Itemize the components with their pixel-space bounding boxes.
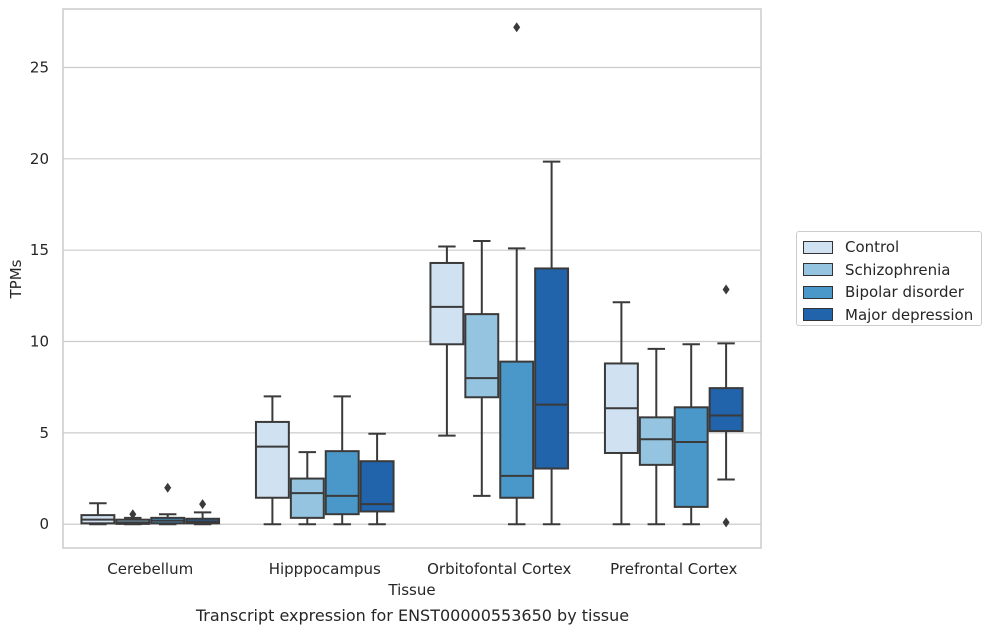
box-bipolar-disorder <box>499 22 535 526</box>
legend-label: Control <box>845 238 900 257</box>
legend-item: Major depression <box>803 304 975 327</box>
box-major-depression <box>708 284 744 528</box>
y-tick-label: 15 <box>30 241 49 259</box>
y-tick-label: 25 <box>30 58 49 76</box>
legend-swatch <box>803 285 833 299</box>
box-iqr <box>359 460 395 513</box>
box-iqr <box>464 313 500 399</box>
box-iqr <box>324 450 360 516</box>
legend-swatch <box>803 308 833 322</box>
box-series <box>80 22 744 528</box>
box-iqr <box>254 420 290 499</box>
legend-label: Schizophrenia <box>845 260 951 279</box>
legend: Control Schizophrenia Bipolar disorder Majo… <box>796 231 982 326</box>
x-tick-label: Prefrontal Cortex <box>610 560 737 578</box>
box-major-depression <box>185 499 221 526</box>
y-tick-label: 5 <box>39 424 49 442</box>
y-tick-label: 20 <box>30 150 49 168</box>
plot-frame <box>62 8 762 549</box>
box-schizophrenia <box>638 347 674 526</box>
box-schizophrenia <box>464 240 500 497</box>
outlier-point <box>199 499 207 510</box>
box-iqr <box>673 406 709 508</box>
box-control <box>429 245 465 437</box>
y-tick-labels: 0 5 10 15 20 25 <box>30 58 49 533</box>
x-tick-label: Hipppocampus <box>269 560 381 578</box>
legend-swatch <box>803 263 833 277</box>
chart-caption: Transcript expression for ENST0000055365… <box>195 606 630 625</box>
box-major-depression <box>534 160 570 526</box>
outlier-point <box>513 22 521 33</box>
box-bipolar-disorder <box>673 343 709 526</box>
box-iqr <box>499 360 535 499</box>
box-iqr <box>638 416 674 466</box>
legend-item: Schizophrenia <box>803 259 975 282</box>
outlier-point <box>722 517 730 528</box>
y-tick-label: 10 <box>30 333 49 351</box>
legend-label: Bipolar disorder <box>845 283 964 302</box>
y-tick-label: 0 <box>39 515 49 533</box>
grid-lines <box>63 66 761 525</box>
box-schizophrenia <box>115 509 151 526</box>
box-iqr <box>289 477 325 519</box>
legend-item: Bipolar disorder <box>803 281 975 304</box>
box-control <box>80 502 116 526</box>
box-iqr <box>429 261 465 346</box>
outlier-point <box>164 482 172 493</box>
legend-swatch <box>803 240 833 254</box>
legend-label: Major depression <box>845 305 974 324</box>
outlier-point <box>129 509 137 520</box>
box-control <box>603 301 639 526</box>
box-major-depression <box>359 432 395 526</box>
legend-item: Control <box>803 236 975 259</box>
x-tick-labels: Cerebellum Hipppocampus Orbitofontal Corte… <box>107 560 737 578</box>
y-axis-label: TPMs <box>7 259 25 299</box>
box-iqr <box>534 267 570 470</box>
box-control <box>254 395 290 526</box>
x-tick-label: Orbitofontal Cortex <box>427 560 571 578</box>
box-iqr <box>708 387 744 433</box>
box-schizophrenia <box>289 451 325 526</box>
box-bipolar-disorder <box>324 395 360 526</box>
box-bipolar-disorder <box>150 482 186 526</box>
outlier-point <box>722 284 730 295</box>
x-axis-label: Tissue <box>387 581 435 599</box>
x-tick-label: Cerebellum <box>107 560 193 578</box>
